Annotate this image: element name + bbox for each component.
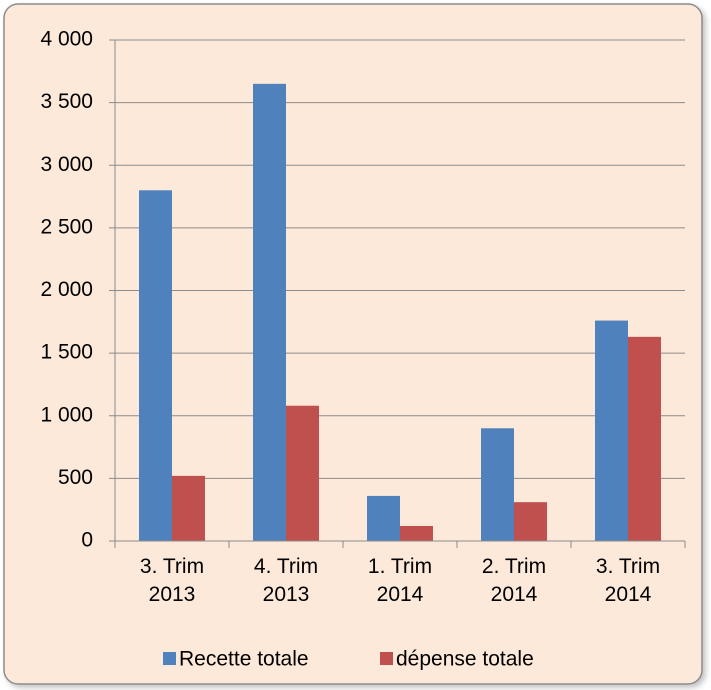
y-tick-label: 3 000 (40, 153, 93, 176)
bar (139, 190, 172, 542)
bar (367, 495, 400, 541)
legend-label: dépense totale (396, 648, 534, 671)
y-tick-label: 4 000 (40, 28, 93, 51)
y-tick-label: 500 (58, 466, 93, 489)
bar (481, 428, 514, 541)
y-tick-label: 1 500 (40, 341, 93, 364)
y-tick-label: 2 500 (40, 215, 93, 238)
y-tick-label: 3 500 (40, 90, 93, 113)
x-tick-label: 4. Trim 2013 (253, 555, 319, 606)
bar (286, 405, 319, 541)
x-tick-label: 3. Trim 2013 (139, 555, 205, 606)
legend-label: Recette totale (179, 648, 309, 671)
bar (172, 475, 205, 541)
x-tick-label: 3. Trim 2014 (595, 555, 661, 606)
bar (595, 320, 628, 541)
bar (628, 336, 661, 541)
bar (400, 525, 433, 541)
x-tick-label: 2. Trim 2014 (481, 555, 547, 606)
y-tick-label: 1 000 (40, 403, 93, 426)
y-tick-label: 0 (81, 529, 93, 552)
bar (253, 83, 286, 542)
bar (514, 502, 547, 541)
y-tick-label: 2 000 (40, 278, 93, 301)
x-tick-label: 1. Trim 2014 (367, 555, 433, 606)
legend-swatch (163, 652, 176, 665)
legend-swatch (380, 652, 393, 665)
